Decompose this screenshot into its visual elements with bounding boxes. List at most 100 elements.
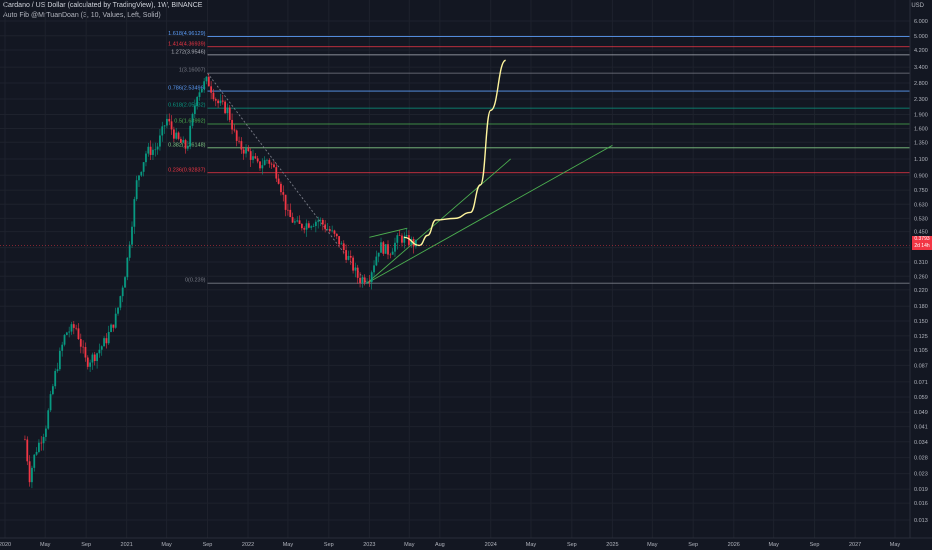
candle-body [373,265,375,273]
candle-body [191,113,194,126]
candle-body [107,331,110,344]
candle-body [58,350,61,370]
x-tick-label: Sep [203,542,213,548]
x-tick-label: 2021 [121,542,133,548]
candle-body [114,313,117,328]
candle-body [252,156,254,160]
candle-body [168,118,171,122]
candle-body [275,167,278,179]
fib-level-label: 0.618(2.05432) [168,103,205,109]
candle-body [63,334,66,345]
candle-body [415,239,417,247]
y-tick-label: 0.180 [914,304,928,310]
x-tick-label: May [161,542,172,548]
candle-body [340,243,343,245]
candle-body [266,159,268,161]
candle-body [335,233,338,237]
candle-body [380,242,382,253]
candle-body [131,226,133,245]
candle-body [273,164,275,168]
fib-level-label: 1(3.16007) [179,68,206,74]
candle-body [189,125,192,147]
candle-body [96,353,98,362]
candle-body [224,101,226,114]
candle-body [91,354,94,363]
y-tick-label: 0.016 [914,501,928,507]
y-tick-label: 6.000 [914,19,928,25]
candle-body [249,151,252,160]
candle-body [159,135,161,147]
candle-body [86,357,89,367]
candle-body [391,251,394,255]
candle-body [207,76,210,87]
candle-body [203,81,206,89]
candle-body [294,221,296,223]
candle-body [49,394,52,411]
indicator-legend[interactable]: Auto Fib @MrTuanDoan (3, 10, Values, Lef… [3,12,161,19]
candle-body [175,132,178,139]
candle-body [196,97,199,106]
y-tick-label: 0.750 [914,188,928,194]
candle-body [98,349,101,354]
candle-body [300,223,303,229]
candle-body [31,467,33,483]
fib-level-label: 0.786(2.53496) [168,86,205,92]
candle-body [156,146,159,150]
y-tick-label: 0.019 [914,487,928,493]
projection-path [403,59,507,247]
y-tick-label: 0.150 [914,319,928,325]
candle-body [103,338,105,347]
candle-body [238,140,240,142]
fib-level-label: 0.236(0.92837) [168,167,205,173]
x-tick-label: 2020 [0,542,11,548]
candle-body [291,217,294,223]
trendline [366,144,613,284]
y-tick-label: 0.041 [914,425,928,431]
x-tick-label: Sep [324,542,334,548]
candle-body [138,175,140,181]
candle-body [163,125,166,127]
candle-body [228,107,231,120]
candle-body [263,160,266,166]
candle-body [403,236,406,243]
candle-body [166,118,168,126]
x-tick-label: May [40,542,51,548]
candle-body [280,183,282,193]
candle-body [149,146,152,155]
candle-body [65,332,68,335]
y-tick-label: 3.400 [914,65,928,71]
candle-body [79,339,82,347]
candle-body [33,454,36,468]
candle-body [366,281,368,283]
candle-body [324,224,327,230]
candle-body [170,121,173,130]
candle-body [126,257,129,278]
candle-body [112,324,115,328]
candle-body [268,159,271,164]
x-tick-label: 2022 [242,542,254,548]
candle-body [317,220,320,222]
candle-body [40,442,43,444]
x-tick-label: May [647,542,658,548]
candle-body [375,256,378,266]
candle-body [93,354,96,362]
candle-body [342,243,345,251]
candle-body [124,277,126,288]
candle-body [28,461,31,483]
candle-body [82,346,85,348]
x-tick-label: Sep [810,542,820,548]
candle-body [47,410,50,429]
y-tick-label: 1.600 [914,126,928,132]
price-axis: 6.000 5.000 4.200 3.400 2.800 2.300 1.900 1.600… [914,19,928,524]
y-tick-label: 0.071 [914,380,928,386]
candle-body [56,369,59,371]
candle-body [182,140,185,143]
candle-body [231,119,233,130]
candle-body [51,386,54,395]
candle-body [377,252,380,257]
trendline [366,158,511,284]
x-tick-label: Sep [567,542,577,548]
candle-body [370,272,373,283]
candle-body [110,324,112,332]
